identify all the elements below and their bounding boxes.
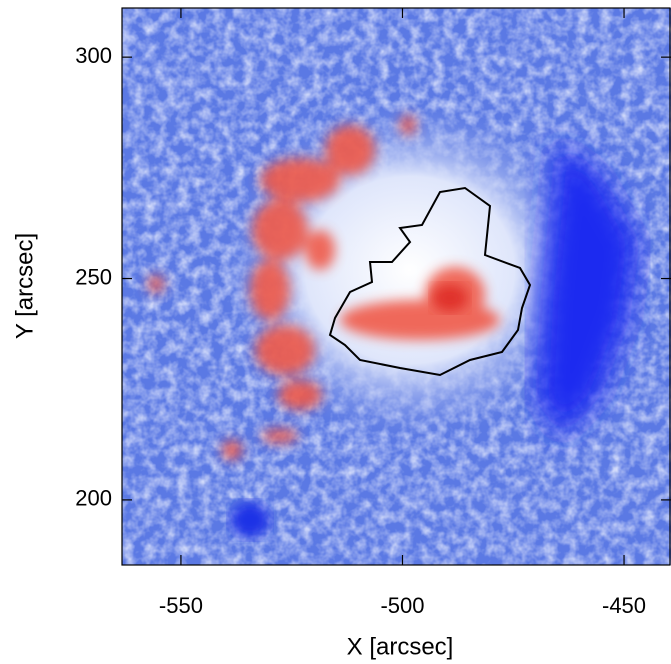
x-tick-label: -550 xyxy=(159,593,203,618)
x-axis-title: X [arcsec] xyxy=(347,633,454,660)
y-tick-label: 200 xyxy=(75,486,112,511)
y-tick-label: 300 xyxy=(75,43,112,68)
y-tick-label: 250 xyxy=(75,264,112,289)
y-axis-title: Y [arcsec] xyxy=(11,233,38,339)
x-tick-label: -450 xyxy=(602,593,646,618)
plot-frame xyxy=(121,7,671,566)
x-tick-label: -500 xyxy=(380,593,424,618)
solar-image xyxy=(122,8,671,565)
